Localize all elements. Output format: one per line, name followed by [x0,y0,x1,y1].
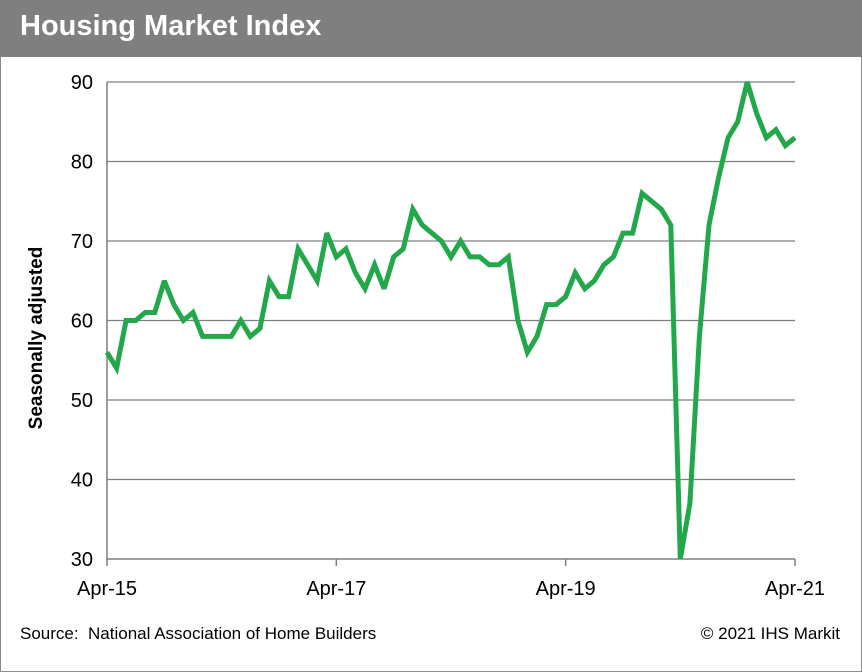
y-tick-label: 60 [71,311,93,333]
x-tick-label: Apr-17 [306,578,366,600]
y-axis-label: Seasonally adjusted [26,247,47,430]
source-note: Source: National Association of Home Bui… [20,624,377,643]
y-tick-label: 50 [71,390,93,412]
copyright-note: © 2021 IHS Markit [700,624,840,643]
x-tick-labels: Apr-15 Apr-17 Apr-19 Apr-21 [77,578,825,600]
y-tick-label: 70 [71,231,93,253]
gridlines [107,81,795,481]
y-tick-label: 40 [71,470,93,492]
y-tick-labels: 30 40 50 60 70 80 90 [71,72,93,571]
series-line-housing-index [104,81,797,560]
y-tick-label: 30 [71,549,93,571]
y-tick-label: 80 [71,152,93,174]
x-tick-label: Apr-19 [536,578,596,600]
x-tick-label: Apr-21 [765,578,825,600]
x-tick-label: Apr-15 [77,578,137,600]
chart-title: Housing Market Index [20,10,322,42]
title-bar: Housing Market Index [0,0,862,57]
x-tick-marks [106,559,796,566]
y-tick-label: 90 [71,72,93,94]
